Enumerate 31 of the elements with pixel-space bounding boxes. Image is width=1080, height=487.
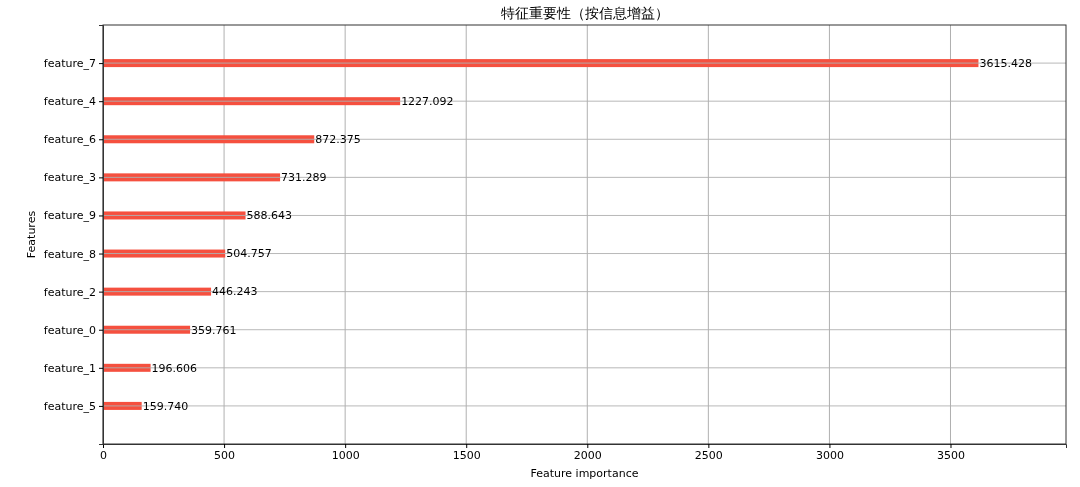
data-label: 872.375 [315, 133, 361, 147]
data-label: 359.761 [191, 323, 237, 337]
y-axis-title: Features [25, 210, 38, 259]
data-label: 731.289 [281, 171, 327, 185]
data-label: 196.606 [151, 361, 198, 375]
y-tick-label: feature_3 [43, 171, 96, 185]
data-label: 1227.092 [401, 95, 454, 109]
y-tick-label: feature_5 [43, 399, 96, 413]
x-tick-label: 3000 [815, 448, 844, 462]
data-label: 446.243 [212, 285, 258, 299]
x-tick-label: 500 [214, 448, 236, 462]
x-tick-label: 1000 [331, 448, 360, 462]
x-tick-label: 1500 [452, 448, 481, 462]
data-label: 159.740 [142, 399, 189, 413]
y-tick-label: feature_1 [43, 361, 96, 375]
y-tick-label: feature_4 [43, 95, 96, 109]
x-axis-title: Feature importance [530, 467, 639, 480]
y-tick-label: feature_8 [43, 247, 96, 261]
chart-title: 特征重要性（按信息增益） [500, 5, 669, 21]
y-tick-label: feature_7 [43, 57, 96, 71]
data-label: 3615.428 [979, 56, 1032, 70]
y-tick-label: feature_0 [43, 323, 96, 337]
x-tick-label: 3500 [937, 448, 965, 462]
y-tick-label: feature_9 [43, 209, 96, 223]
y-tick-label: feature_2 [43, 285, 96, 299]
data-label: 588.643 [246, 209, 293, 223]
x-tick-label: 2500 [694, 448, 723, 462]
x-tick-label: 2000 [573, 448, 602, 462]
x-tick-label: 0 [100, 448, 107, 462]
y-tick-label: feature_6 [43, 133, 96, 147]
data-label: 504.757 [226, 247, 272, 261]
